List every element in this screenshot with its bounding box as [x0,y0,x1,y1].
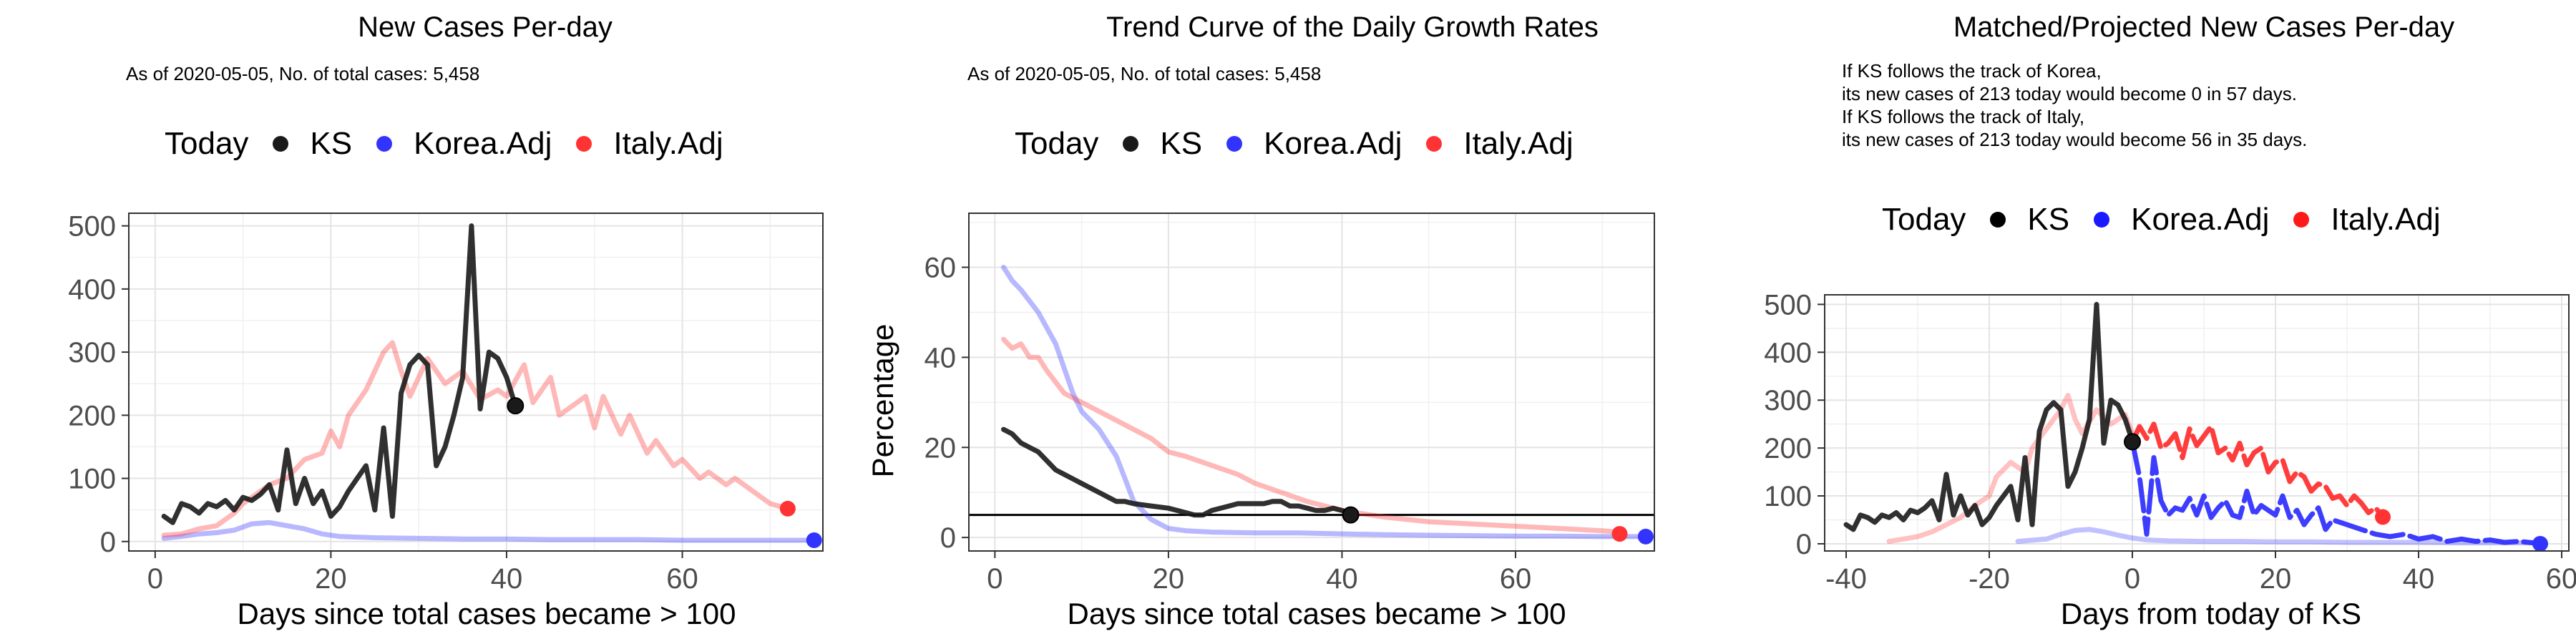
series-line-ks [1001,426,1354,518]
chart-subtitle: As of 2020-05-05, No. of total cases: 5,… [967,63,1322,84]
plot-border [128,213,824,552]
x-axis-label: Days from today of KS [2061,597,2361,630]
y-tick-label: 0 [940,522,956,554]
y-tick-label: 100 [1764,481,1812,512]
series-line-korea [1001,265,1649,540]
panel-new-cases: New Cases Per-day As of 2020-05-05, No. … [0,0,859,644]
legend-dot-korea [376,136,393,152]
series-line-korea [2129,439,2543,547]
series-line-italy [1001,336,1622,535]
chart-title: New Cases Per-day [358,11,613,43]
legend-item-italy: Italy.Adj [2293,202,2441,238]
x-tick-label: -20 [1968,563,2010,595]
plot-background [129,213,823,551]
today-point-ks [507,397,525,415]
legend-item-korea: Korea.Adj [376,126,552,162]
x-tick-label: 0 [147,563,163,595]
legend-dot-ks [1123,136,1139,152]
chart-subtitle-line-3: If KS follows the track of Italy, [1842,106,2085,127]
today-point-ks [2124,433,2141,451]
series-line-ks [161,223,518,525]
plot-border [968,213,1655,552]
legend-dot-ks [1990,212,2006,228]
x-tick-label: 0 [2124,563,2140,595]
series-line-korea [2015,527,2543,546]
y-tick-label: 20 [924,432,957,464]
legend-title: Today [1015,126,1099,161]
plot-background [969,213,1654,551]
y-tick-label: 400 [1764,337,1812,369]
y-tick-label: 300 [68,337,116,369]
legend-item-ks: KS [273,126,352,162]
y-tick-label: 300 [1764,385,1812,416]
panel-projected-cases: Matched/Projected New Cases Per-day If K… [1717,0,2576,644]
legend-item-korea: Korea.Adj [1226,126,1402,162]
chart-subtitle-line-2: its new cases of 213 today would become … [1842,83,2297,104]
today-point-korea [806,532,822,549]
chart-plot: 0 20 40 60 0 100 200 300 400 500 Days since total … [68,211,824,630]
today-point-korea [1637,528,1654,545]
x-tick-label: 40 [2403,563,2435,595]
plot-border [1824,294,2570,552]
legend: Today KS Korea.Adj Italy.Adj [1882,202,2465,238]
x-tick-label: -40 [1825,563,1867,595]
panel-growth-rates: Trend Curve of the Daily Growth Rates As… [859,0,1717,644]
x-tick-label: 60 [1500,563,1532,595]
legend: Today KS Korea.Adj Italy.Adj [165,126,748,162]
series-line-korea [161,519,817,543]
chart-subtitle-line-1: If KS follows the track of Korea, [1842,60,2102,82]
today-point-italy [2375,509,2391,525]
y-tick-label: 100 [68,464,116,495]
chart-title: Trend Curve of the Daily Growth Rates [1106,11,1599,43]
y-tick-label: 500 [68,211,116,243]
series-line-italy [2129,421,2386,519]
legend-dot-italy [1426,136,1443,152]
legend-dot-korea [1226,136,1243,152]
x-tick-label: 40 [491,563,523,595]
legend-item-italy: Italy.Adj [576,126,723,162]
y-tick-label: 40 [924,342,957,374]
today-point-italy [779,500,796,517]
legend: Today KS Korea.Adj Italy.Adj [1015,126,1598,162]
chart-subtitle: As of 2020-05-05, No. of total cases: 5,… [126,63,480,84]
x-tick-label: 60 [666,563,698,595]
x-tick-label: 40 [1326,563,1358,595]
series-line-italy [161,340,791,538]
y-tick-label: 200 [1764,433,1812,464]
chart-subtitle-line-4: its new cases of 213 today would become … [1842,129,2308,150]
legend-item-italy: Italy.Adj [1426,126,1574,162]
series-line-ks [1843,301,2135,532]
y-tick-label: 0 [1796,529,1812,560]
legend-dot-ks [273,136,289,152]
y-tick-label: 400 [68,274,116,306]
chart-plot: -40 -20 0 20 40 60 0 100 200 300 400 500 Days from t… [1764,289,2576,630]
legend-title: Today [165,126,249,161]
y-tick-label: 0 [100,527,116,558]
legend-dot-korea [2094,212,2110,228]
chart-title: Matched/Projected New Cases Per-day [1953,11,2455,43]
x-axis-label: Days since total cases became > 100 [238,597,736,630]
y-tick-label: 500 [1764,289,1812,321]
x-axis-label: Days since total cases became > 100 [1068,597,1566,630]
x-tick-label: 20 [2260,563,2292,595]
y-tick-label: 60 [924,253,957,284]
y-tick-label: 200 [68,400,116,431]
legend-item-ks: KS [1123,126,1202,162]
legend-item-ks: KS [1990,202,2069,238]
legend-title: Today [1882,202,1966,237]
legend-item-korea: Korea.Adj [2094,202,2269,238]
legend-dot-italy [2293,212,2310,228]
y-axis-label: Percentage [866,324,899,478]
today-point-italy [1611,526,1628,542]
legend-dot-italy [576,136,592,152]
x-tick-label: 20 [315,563,347,595]
x-tick-label: 0 [987,563,1002,595]
x-tick-label: 60 [2546,563,2576,595]
today-point-ks [1342,506,1360,524]
today-point-korea [2532,535,2548,552]
x-tick-label: 20 [1153,563,1185,595]
